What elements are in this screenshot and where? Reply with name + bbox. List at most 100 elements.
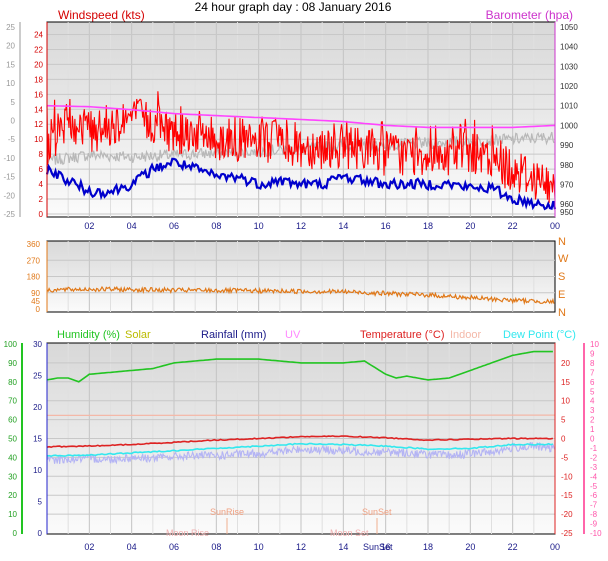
humidity-tick-label: 100 — [4, 340, 18, 349]
uv-tick-label: -3 — [590, 463, 598, 472]
dew-point-line — [46, 442, 554, 458]
uv-tick-label: -8 — [590, 510, 598, 519]
chart-title: 24 hour graph day : 08 January 2016 — [195, 0, 392, 14]
x-tick-label: 08 — [211, 542, 221, 552]
barometer-tick-label: 1000 — [560, 121, 578, 130]
temperature-tick-label: 5 — [561, 416, 566, 425]
rainfall-tick-label: 30 — [33, 340, 42, 349]
windspeed-tick-label: 24 — [34, 30, 43, 39]
direction-tick-label: 360 — [27, 240, 41, 249]
uv-tick-label: -9 — [590, 520, 598, 529]
sunrise-label: SunRise — [210, 507, 244, 517]
temperature-tick-label: -5 — [561, 453, 569, 462]
moonset-label: Moon Set — [330, 528, 369, 538]
wind-outer-axis: -25 -20 -15 -10 -5 0 5 10 15 20 25 — [3, 23, 15, 219]
barometer-tick-label: 980 — [560, 161, 574, 170]
temperature-axis: -25 -20 -15 -10 -5 0 5 10 15 20 — [561, 359, 573, 538]
x-tick-label: 10 — [254, 542, 264, 552]
moonrise-label: Moon Rise — [166, 528, 209, 538]
temperature-tick-label: 15 — [561, 378, 570, 387]
windspeed-tick-label: 6 — [39, 165, 44, 174]
outer-tick-label: -5 — [8, 135, 16, 144]
barometer-tick-label: 1050 — [560, 23, 578, 32]
x-tick-label: 18 — [423, 542, 433, 552]
x-tick-label: 18 — [423, 221, 433, 231]
average-wind-line — [45, 157, 557, 211]
windspeed-tick-label: 18 — [34, 75, 43, 84]
humidity-tick-label: 10 — [8, 510, 17, 519]
outer-tick-label: 20 — [6, 42, 15, 51]
temperature-tick-label: -15 — [561, 491, 573, 500]
x-tick-label: 00 — [550, 221, 560, 231]
rainfall-tick-label: 10 — [33, 466, 42, 475]
humidity-tick-label: 40 — [8, 453, 17, 462]
sunset-axis-label: SunSet — [363, 542, 393, 552]
outer-tick-label: -20 — [3, 191, 15, 200]
direction-series — [46, 285, 555, 306]
barometer-tick-label: 1020 — [560, 82, 578, 91]
x-tick-label: 02 — [84, 221, 94, 231]
barometer-tick-label: 990 — [560, 141, 574, 150]
windspeed-tick-label: 16 — [34, 90, 43, 99]
windspeed-tick-label: 20 — [34, 60, 43, 69]
solar-line — [46, 441, 556, 465]
temperature-tick-label: 0 — [561, 435, 566, 444]
legend-rainfall: Rainfall (mm) — [201, 329, 266, 341]
outer-tick-label: -15 — [3, 173, 15, 182]
legend-humidity: Humidity (%) — [57, 329, 120, 341]
windspeed-tick-label: 4 — [39, 180, 44, 189]
humidity-axis: 0 10 20 30 40 50 60 70 80 90 100 — [4, 340, 18, 538]
direction-tick-label: 180 — [27, 273, 41, 282]
x-tick-label: 06 — [169, 542, 179, 552]
uv-tick-label: 4 — [590, 397, 595, 406]
humidity-line — [46, 350, 553, 383]
x-tick-label: 22 — [508, 221, 518, 231]
humidity-tick-label: 80 — [8, 378, 17, 387]
compass-label: E — [558, 289, 565, 301]
uv-tick-label: -4 — [590, 472, 598, 481]
temperature-tick-label: -20 — [561, 510, 573, 519]
windspeed-tick-label: 14 — [34, 105, 43, 114]
uv-tick-label: 6 — [590, 378, 595, 387]
barometer-tick-label: 1030 — [560, 62, 578, 71]
windspeed-tick-label: 12 — [34, 120, 43, 129]
rainfall-tick-label: 20 — [33, 403, 42, 412]
uv-tick-label: -6 — [590, 491, 598, 500]
direction-tick-label: 270 — [27, 256, 41, 265]
barometer-tick-label: 960 — [560, 200, 574, 209]
direction-tick-label: 0 — [36, 305, 41, 314]
barometer-tick-label: 1010 — [560, 102, 578, 111]
compass-label: N — [558, 236, 566, 248]
x-tick-label: 04 — [127, 542, 137, 552]
humidity-tick-label: 60 — [8, 416, 17, 425]
barometer-tick-label: 950 — [560, 208, 574, 217]
outer-tick-label: 15 — [6, 60, 15, 69]
x-tick-label: 04 — [127, 221, 137, 231]
rainfall-tick-label: 5 — [38, 498, 43, 507]
outer-tick-label: 10 — [6, 79, 15, 88]
uv-tick-label: 7 — [590, 368, 595, 377]
legend-dew-point: Dew Point (°C) — [503, 329, 576, 341]
x-tick-label: 14 — [338, 221, 348, 231]
humidity-tick-label: 70 — [8, 397, 17, 406]
climate-series — [46, 350, 556, 465]
humidity-tick-label: 50 — [8, 435, 17, 444]
compass-label: N — [558, 307, 566, 319]
uv-tick-label: -10 — [590, 529, 602, 538]
wind-x-axis: 02 04 06 08 10 12 14 16 18 20 22 00 — [84, 221, 560, 231]
x-tick-label: 00 — [550, 542, 560, 552]
legend-solar: Solar — [125, 329, 151, 341]
wind-series — [45, 91, 557, 211]
direction-tick-label: 45 — [31, 297, 40, 306]
x-tick-label: 10 — [254, 221, 264, 231]
outer-tick-label: 5 — [11, 98, 16, 107]
direction-tick-label: 90 — [31, 289, 40, 298]
barometer-label: Barometer (hpa) — [486, 8, 573, 22]
outer-tick-label: 25 — [6, 23, 15, 32]
temperature-tick-label: -10 — [561, 472, 573, 481]
x-tick-label: 16 — [381, 542, 391, 552]
uv-tick-label: 0 — [590, 435, 595, 444]
outer-tick-label: -25 — [3, 210, 15, 219]
